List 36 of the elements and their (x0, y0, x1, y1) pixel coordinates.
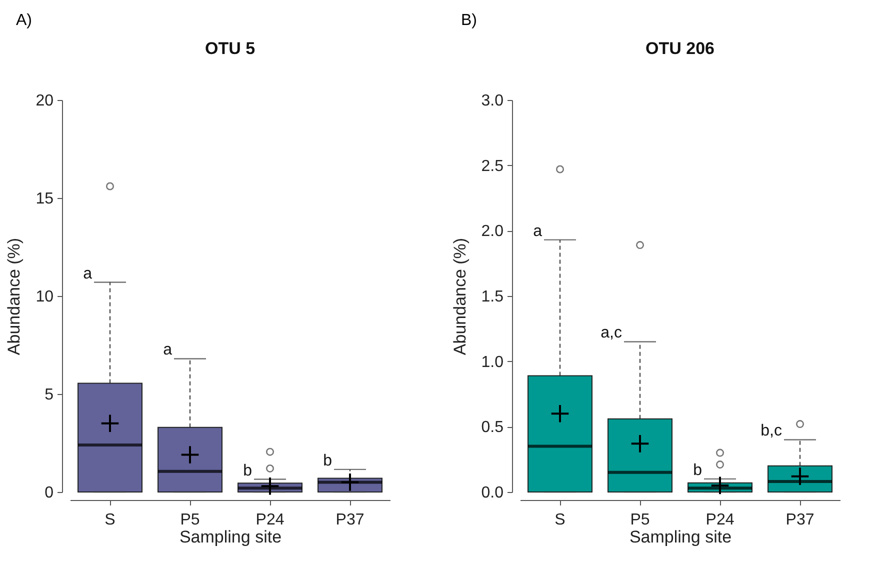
y-tick-label: 2.5 (481, 158, 504, 175)
x-tick-label: P5 (630, 512, 650, 528)
x-tick-label: S (554, 512, 566, 528)
y-tick-label: 1.5 (481, 288, 504, 306)
text: B) (461, 12, 477, 30)
x-tick-label: P24 (706, 512, 734, 528)
annotation: b (243, 462, 252, 480)
annotation: b (323, 452, 332, 470)
chart-title: OTU 206 (646, 39, 714, 58)
x-tick-label: P37 (786, 512, 814, 528)
y-tick-label: 3.0 (481, 92, 504, 110)
annotation: b (693, 462, 702, 479)
y-axis-title: Abundance (%) (4, 238, 24, 356)
x-tick-label: P37 (336, 512, 364, 528)
x-tick-label: P24 (256, 512, 284, 528)
x-tick-label: P5 (180, 512, 200, 528)
y-tick-label: 0.0 (481, 484, 504, 502)
annotation: b,c (760, 422, 782, 440)
y-tick-label: 15 (36, 190, 54, 208)
annotation: a (83, 265, 92, 282)
annotation: a (533, 222, 542, 240)
annotation: a,c (600, 324, 622, 342)
text: A) (16, 12, 32, 30)
y-tick-label: 0 (44, 484, 54, 502)
y-tick-label: 10 (36, 288, 54, 306)
y-axis-title: Abundance (%) (450, 238, 470, 356)
x-axis-title: Sampling site (179, 528, 282, 546)
x-axis-title: Sampling site (629, 528, 732, 546)
chart-title: OTU 5 (204, 39, 256, 58)
y-tick-label: 5 (44, 386, 54, 404)
x-tick-label: S (104, 512, 116, 528)
y-tick-label: 0.5 (481, 419, 504, 436)
y-tick-label: 20 (36, 92, 54, 110)
annotation: a (163, 342, 172, 359)
y-tick-label: 1.0 (481, 354, 504, 371)
y-tick-label: 2.0 (481, 223, 504, 240)
